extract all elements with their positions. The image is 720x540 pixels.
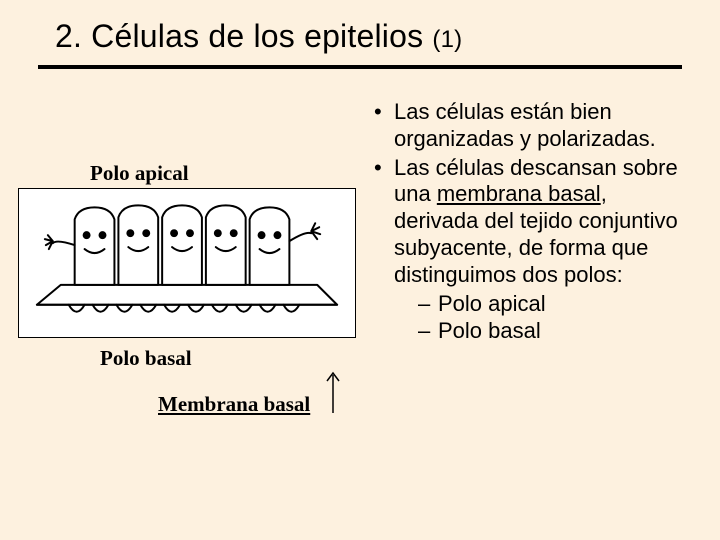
title-main: 2. Células de los epitelios (55, 18, 423, 54)
figure-column: Polo apical (18, 99, 358, 417)
sub-bullet-1-text: Polo apical (438, 291, 546, 316)
sub-bullet-2-text: Polo basal (438, 318, 541, 343)
bullet-1-text: Las células están bien organizadas y pol… (394, 99, 656, 151)
epithelium-figure (18, 188, 356, 338)
page-title: 2. Células de los epitelios (1) (55, 18, 680, 55)
title-suffix: (1) (432, 26, 462, 53)
text-column: Las células están bien organizadas y pol… (372, 99, 690, 417)
bullet-2: Las células descansan sobre una membrana… (372, 155, 690, 345)
sub-bullet-1: Polo apical (416, 291, 690, 318)
arrow-up-icon (324, 369, 342, 415)
bullet-2-underlined: membrana basal (437, 181, 601, 206)
cells-drawing-icon (19, 187, 355, 337)
label-membrana-basal: Membrana basal (158, 392, 310, 417)
label-polo-basal: Polo basal (100, 346, 192, 371)
sub-bullet-2: Polo basal (416, 318, 690, 345)
label-polo-apical: Polo apical (90, 161, 358, 186)
bullet-1: Las células están bien organizadas y pol… (372, 99, 690, 153)
